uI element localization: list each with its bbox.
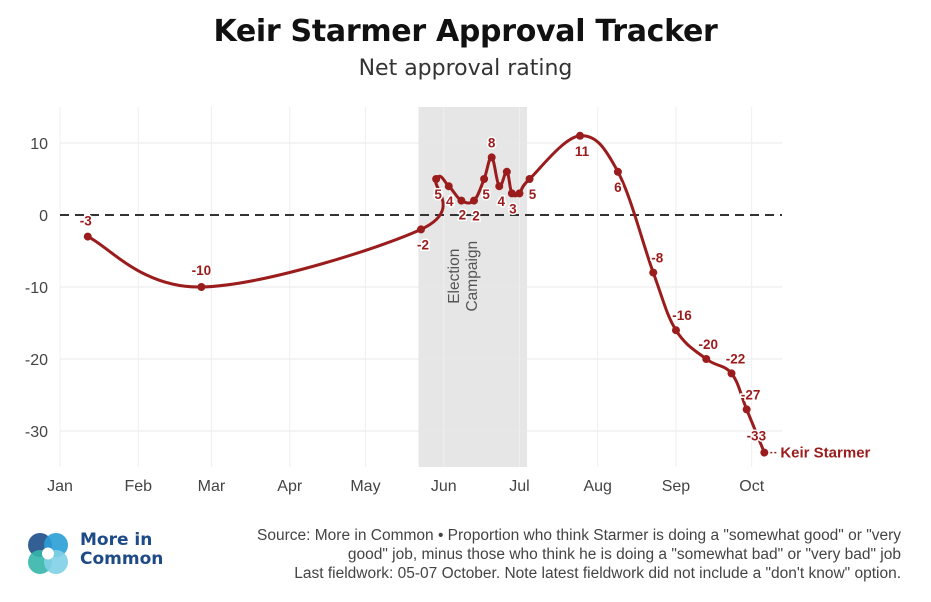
data-point — [507, 189, 516, 198]
election-campaign-label: ElectionCampaign — [446, 241, 481, 312]
data-label: -33 — [747, 429, 767, 444]
x-tick-label: Feb — [124, 478, 152, 495]
data-point — [495, 182, 504, 191]
source-line-2: good" job, minus those who think he is d… — [347, 546, 901, 563]
data-label: 5 — [529, 187, 537, 202]
data-label: -8 — [651, 251, 663, 266]
data-label: -3 — [80, 214, 92, 229]
data-point — [197, 283, 206, 291]
data-label: 6 — [614, 180, 622, 195]
series-label-keir-starmer: Keir Starmer — [780, 445, 870, 462]
data-point — [444, 182, 453, 191]
data-label: 2 — [472, 209, 480, 224]
data-point — [760, 448, 769, 457]
data-point — [457, 196, 466, 205]
data-point — [487, 153, 496, 162]
data-label: 5 — [482, 187, 490, 202]
data-label: -22 — [726, 351, 746, 366]
y-tick-label: -30 — [25, 424, 48, 441]
y-tick-label: -10 — [25, 280, 48, 297]
x-tick-label: Oct — [739, 478, 764, 495]
data-label: 5 — [434, 187, 442, 202]
data-label: 3 — [509, 201, 517, 216]
data-label: 4 — [498, 194, 506, 209]
more-in-common-logo-icon — [28, 533, 68, 574]
data-label: -10 — [192, 263, 212, 278]
chart-title: Keir Starmer Approval Tracker — [213, 14, 718, 49]
data-point — [83, 232, 92, 241]
x-tick-label: Jul — [509, 478, 529, 495]
data-point — [613, 167, 622, 176]
data-label: -16 — [672, 308, 692, 323]
data-point — [576, 131, 585, 140]
x-tick-label: Jan — [47, 478, 73, 495]
data-point — [470, 196, 479, 205]
x-tick-label: Sep — [662, 478, 691, 495]
y-tick-label: 10 — [30, 136, 48, 153]
source-line-3: Last fieldwork: 05-07 October. Note late… — [294, 565, 901, 582]
data-label: 8 — [488, 135, 496, 150]
data-label: -2 — [417, 237, 429, 252]
data-label: -27 — [741, 387, 761, 402]
more-in-common-logo: More in Common — [24, 530, 224, 580]
data-point — [515, 189, 524, 198]
y-tick-label: -20 — [25, 352, 48, 369]
x-tick-label: May — [350, 478, 380, 495]
data-point — [432, 175, 441, 183]
x-tick-label: Jun — [431, 478, 457, 495]
data-label: 2 — [459, 208, 467, 223]
logo-text: More in Common — [80, 531, 163, 569]
approval-line-chart: 10 0 -10 -20 -30 Jan Feb Mar Apr May Jun Jul Aug Sep O… — [25, 107, 871, 495]
data-point — [671, 326, 680, 335]
data-point — [480, 175, 489, 183]
data-point — [525, 175, 534, 183]
data-label: 4 — [446, 194, 454, 209]
data-point — [702, 355, 711, 363]
x-tick-label: Mar — [198, 478, 226, 495]
chart-subtitle: Net approval rating — [358, 56, 573, 81]
data-label: 11 — [575, 144, 590, 159]
x-tick-label: Apr — [277, 478, 303, 495]
x-tick-label: Aug — [583, 478, 611, 495]
logo-text-line2: Common — [80, 549, 164, 569]
source-line-1: Source: More in Common • Proportion who … — [257, 527, 901, 544]
data-point — [742, 405, 751, 414]
data-point — [727, 369, 736, 378]
logo-text-line1: More in — [80, 530, 153, 550]
data-point — [502, 167, 511, 176]
data-point — [417, 225, 425, 234]
source-note: Source: More in Common • Proportion who … — [181, 526, 901, 583]
data-point — [649, 268, 658, 277]
data-label: -20 — [699, 337, 719, 352]
y-tick-label: 0 — [39, 208, 48, 225]
